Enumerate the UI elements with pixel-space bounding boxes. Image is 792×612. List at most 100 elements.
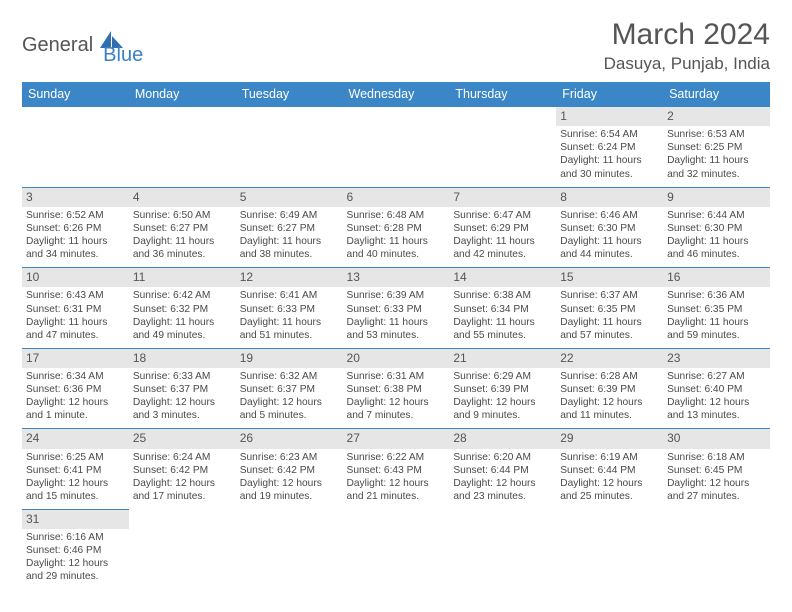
day-number — [449, 509, 556, 528]
day-number: 11 — [129, 268, 236, 287]
sunrise-text: Sunrise: 6:19 AM — [560, 451, 659, 464]
calendar-table: SundayMondayTuesdayWednesdayThursdayFrid… — [22, 82, 770, 589]
day-number: 3 — [22, 188, 129, 207]
day-number: 6 — [343, 188, 450, 207]
calendar-body: 1Sunrise: 6:54 AMSunset: 6:24 PMDaylight… — [22, 107, 770, 590]
day-number: 1 — [556, 107, 663, 126]
sunset-text: Sunset: 6:33 PM — [240, 303, 339, 316]
sunset-text: Sunset: 6:46 PM — [26, 544, 125, 557]
daylight-text: Daylight: 11 hours and 44 minutes. — [560, 235, 659, 261]
day-number: 13 — [343, 268, 450, 287]
sunrise-text: Sunrise: 6:47 AM — [453, 209, 552, 222]
sunrise-text: Sunrise: 6:22 AM — [347, 451, 446, 464]
sunset-text: Sunset: 6:27 PM — [240, 222, 339, 235]
sunset-text: Sunset: 6:41 PM — [26, 464, 125, 477]
day-number: 12 — [236, 268, 343, 287]
daylight-text: Daylight: 11 hours and 40 minutes. — [347, 235, 446, 261]
day-number: 10 — [22, 268, 129, 287]
sunrise-text: Sunrise: 6:44 AM — [667, 209, 766, 222]
sunrise-text: Sunrise: 6:38 AM — [453, 289, 552, 302]
daylight-text: Daylight: 12 hours and 19 minutes. — [240, 477, 339, 503]
day-number: 2 — [663, 107, 770, 126]
title-block: March 2024 Dasuya, Punjab, India — [604, 18, 770, 74]
calendar-cell: 21Sunrise: 6:29 AMSunset: 6:39 PMDayligh… — [449, 348, 556, 429]
location-label: Dasuya, Punjab, India — [604, 54, 770, 74]
calendar-cell — [129, 107, 236, 188]
calendar-cell — [556, 509, 663, 589]
calendar-cell: 27Sunrise: 6:22 AMSunset: 6:43 PMDayligh… — [343, 429, 450, 510]
daylight-text: Daylight: 11 hours and 51 minutes. — [240, 316, 339, 342]
daylight-text: Daylight: 12 hours and 15 minutes. — [26, 477, 125, 503]
calendar-cell: 25Sunrise: 6:24 AMSunset: 6:42 PMDayligh… — [129, 429, 236, 510]
day-number: 7 — [449, 188, 556, 207]
day-number: 15 — [556, 268, 663, 287]
day-header: Saturday — [663, 82, 770, 107]
sunrise-text: Sunrise: 6:37 AM — [560, 289, 659, 302]
sunrise-text: Sunrise: 6:39 AM — [347, 289, 446, 302]
calendar-cell: 22Sunrise: 6:28 AMSunset: 6:39 PMDayligh… — [556, 348, 663, 429]
sunset-text: Sunset: 6:39 PM — [453, 383, 552, 396]
day-number: 29 — [556, 429, 663, 448]
day-number: 22 — [556, 349, 663, 368]
day-number: 23 — [663, 349, 770, 368]
day-number: 16 — [663, 268, 770, 287]
sunrise-text: Sunrise: 6:46 AM — [560, 209, 659, 222]
sunrise-text: Sunrise: 6:18 AM — [667, 451, 766, 464]
calendar-cell: 6Sunrise: 6:48 AMSunset: 6:28 PMDaylight… — [343, 187, 450, 268]
calendar-row: 24Sunrise: 6:25 AMSunset: 6:41 PMDayligh… — [22, 429, 770, 510]
day-header: Wednesday — [343, 82, 450, 107]
calendar-row: 17Sunrise: 6:34 AMSunset: 6:36 PMDayligh… — [22, 348, 770, 429]
day-number: 27 — [343, 429, 450, 448]
daylight-text: Daylight: 11 hours and 36 minutes. — [133, 235, 232, 261]
sunset-text: Sunset: 6:29 PM — [453, 222, 552, 235]
sunset-text: Sunset: 6:32 PM — [133, 303, 232, 316]
daylight-text: Daylight: 12 hours and 29 minutes. — [26, 557, 125, 583]
day-number — [449, 107, 556, 126]
sunrise-text: Sunrise: 6:29 AM — [453, 370, 552, 383]
daylight-text: Daylight: 12 hours and 1 minute. — [26, 396, 125, 422]
daylight-text: Daylight: 12 hours and 21 minutes. — [347, 477, 446, 503]
daylight-text: Daylight: 11 hours and 38 minutes. — [240, 235, 339, 261]
calendar-cell: 2Sunrise: 6:53 AMSunset: 6:25 PMDaylight… — [663, 107, 770, 188]
day-number: 19 — [236, 349, 343, 368]
sunrise-text: Sunrise: 6:43 AM — [26, 289, 125, 302]
day-header: Friday — [556, 82, 663, 107]
daylight-text: Daylight: 12 hours and 3 minutes. — [133, 396, 232, 422]
calendar-cell: 20Sunrise: 6:31 AMSunset: 6:38 PMDayligh… — [343, 348, 450, 429]
sunset-text: Sunset: 6:35 PM — [667, 303, 766, 316]
sunrise-text: Sunrise: 6:54 AM — [560, 128, 659, 141]
day-header: Sunday — [22, 82, 129, 107]
daylight-text: Daylight: 11 hours and 30 minutes. — [560, 154, 659, 180]
calendar-cell: 14Sunrise: 6:38 AMSunset: 6:34 PMDayligh… — [449, 268, 556, 349]
calendar-cell: 7Sunrise: 6:47 AMSunset: 6:29 PMDaylight… — [449, 187, 556, 268]
calendar-cell: 4Sunrise: 6:50 AMSunset: 6:27 PMDaylight… — [129, 187, 236, 268]
sunrise-text: Sunrise: 6:31 AM — [347, 370, 446, 383]
day-number: 4 — [129, 188, 236, 207]
sunrise-text: Sunrise: 6:20 AM — [453, 451, 552, 464]
sunrise-text: Sunrise: 6:16 AM — [26, 531, 125, 544]
daylight-text: Daylight: 11 hours and 34 minutes. — [26, 235, 125, 261]
daylight-text: Daylight: 11 hours and 32 minutes. — [667, 154, 766, 180]
sunrise-text: Sunrise: 6:34 AM — [26, 370, 125, 383]
sunrise-text: Sunrise: 6:27 AM — [667, 370, 766, 383]
sunrise-text: Sunrise: 6:25 AM — [26, 451, 125, 464]
calendar-cell: 1Sunrise: 6:54 AMSunset: 6:24 PMDaylight… — [556, 107, 663, 188]
day-number: 18 — [129, 349, 236, 368]
sunset-text: Sunset: 6:34 PM — [453, 303, 552, 316]
daylight-text: Daylight: 11 hours and 57 minutes. — [560, 316, 659, 342]
day-number: 21 — [449, 349, 556, 368]
calendar-cell — [343, 509, 450, 589]
day-number — [236, 107, 343, 126]
calendar-cell: 12Sunrise: 6:41 AMSunset: 6:33 PMDayligh… — [236, 268, 343, 349]
sunset-text: Sunset: 6:40 PM — [667, 383, 766, 396]
day-header: Tuesday — [236, 82, 343, 107]
sunset-text: Sunset: 6:44 PM — [560, 464, 659, 477]
day-number: 5 — [236, 188, 343, 207]
sunset-text: Sunset: 6:27 PM — [133, 222, 232, 235]
sunset-text: Sunset: 6:36 PM — [26, 383, 125, 396]
calendar-cell: 30Sunrise: 6:18 AMSunset: 6:45 PMDayligh… — [663, 429, 770, 510]
day-number — [129, 509, 236, 528]
calendar-cell — [343, 107, 450, 188]
day-number — [129, 107, 236, 126]
day-number: 30 — [663, 429, 770, 448]
